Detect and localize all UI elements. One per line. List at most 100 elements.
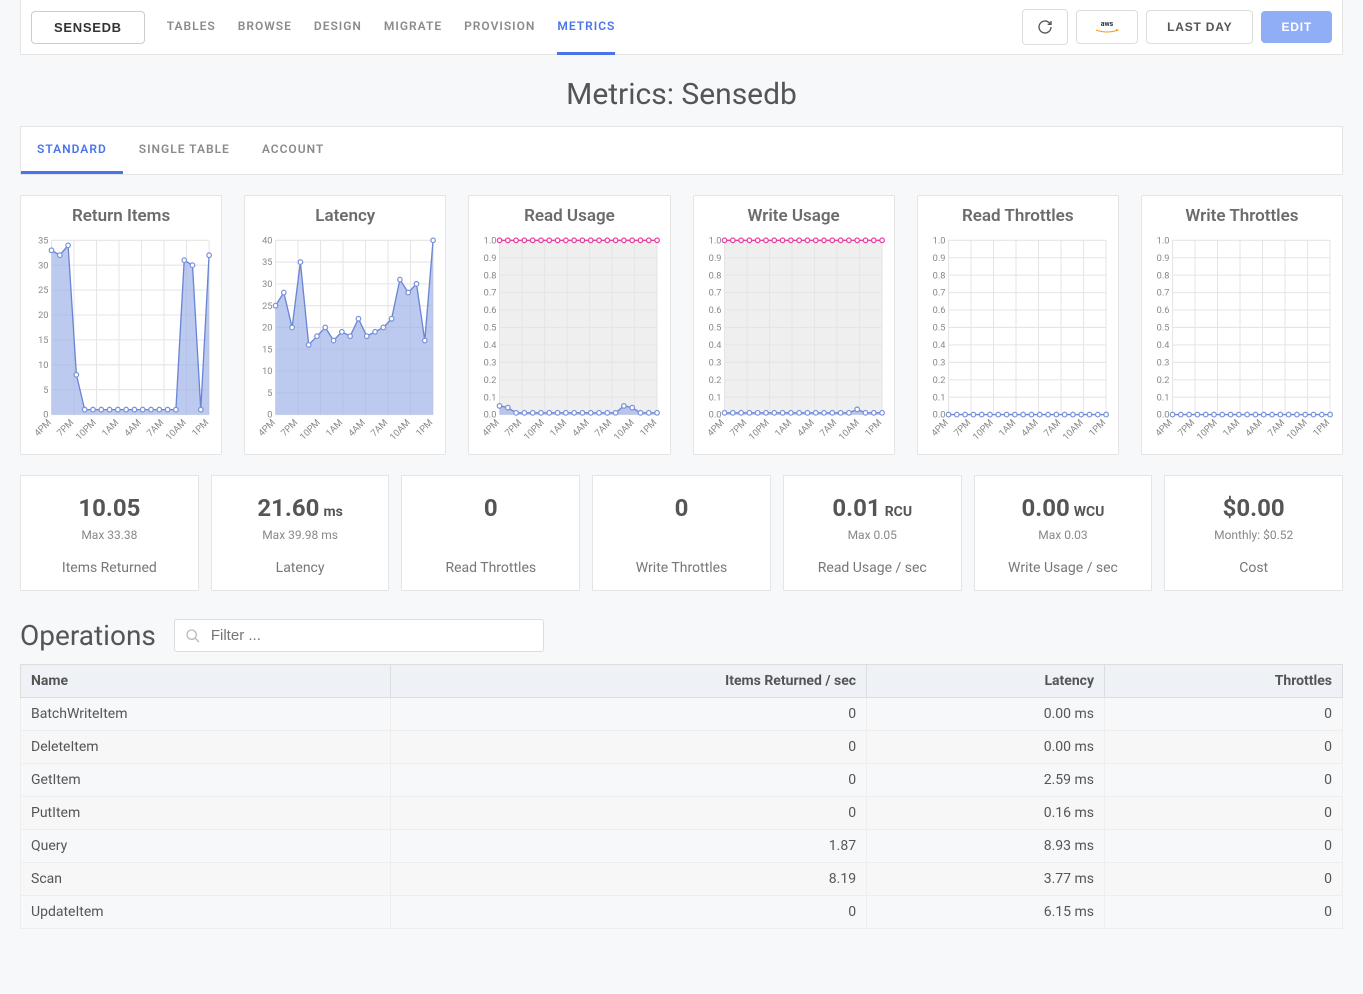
table-cell: Scan: [21, 863, 391, 896]
operations-heading: Operations: [20, 619, 156, 652]
stat-label: Write Usage / sec: [981, 560, 1146, 576]
svg-text:0.9: 0.9: [1157, 253, 1170, 264]
svg-text:0.9: 0.9: [932, 253, 945, 264]
chart-title: Read Usage: [477, 206, 661, 226]
svg-text:1PM: 1PM: [1087, 417, 1108, 439]
svg-text:20: 20: [38, 310, 48, 321]
refresh-button[interactable]: [1022, 9, 1068, 45]
svg-text:aws: aws: [1101, 20, 1114, 28]
nav-link-metrics[interactable]: METRICS: [557, 0, 615, 55]
svg-text:1AM: 1AM: [548, 417, 569, 439]
svg-text:4AM: 4AM: [347, 417, 368, 439]
svg-text:1.0: 1.0: [932, 235, 945, 246]
tab-account[interactable]: ACCOUNT: [246, 127, 340, 174]
svg-text:0.1: 0.1: [484, 392, 497, 403]
charts-row: Return Items051015202530354PM7PM10PM1AM4…: [20, 195, 1343, 455]
chart-title: Write Usage: [702, 206, 886, 226]
table-cell: 8.19: [391, 863, 867, 896]
metrics-tabbar: STANDARDSINGLE TABLEACCOUNT: [20, 126, 1343, 175]
table-row[interactable]: GetItem02.59 ms0: [21, 764, 1343, 797]
table-row[interactable]: PutItem00.16 ms0: [21, 797, 1343, 830]
svg-text:10AM: 10AM: [612, 417, 637, 443]
svg-text:35: 35: [262, 257, 272, 268]
table-row[interactable]: UpdateItem06.15 ms0: [21, 896, 1343, 929]
svg-text:7AM: 7AM: [1042, 417, 1063, 439]
svg-text:10PM: 10PM: [971, 417, 996, 442]
svg-text:5: 5: [267, 388, 272, 399]
table-cell: 0.00 ms: [867, 698, 1105, 731]
svg-text:0.1: 0.1: [708, 392, 721, 403]
svg-text:10PM: 10PM: [522, 417, 547, 442]
stat-sub: Monthly: $0.52: [1171, 528, 1336, 542]
table-cell: PutItem: [21, 797, 391, 830]
svg-text:0.5: 0.5: [484, 322, 497, 333]
svg-text:1PM: 1PM: [638, 417, 659, 439]
stat-label: Cost: [1171, 560, 1336, 576]
nav-link-provision[interactable]: PROVISION: [464, 0, 535, 55]
topbar: SENSEDB TABLES BROWSE DESIGN MIGRATE PROVISI…: [20, 0, 1343, 55]
table-cell: 6.15 ms: [867, 896, 1105, 929]
chart-card-write-throttles: Write Throttles0.00.10.20.30.40.50.60.70…: [1141, 195, 1343, 455]
svg-text:0.9: 0.9: [484, 253, 497, 264]
table-cell: 0.16 ms: [867, 797, 1105, 830]
svg-text:0.5: 0.5: [932, 322, 945, 333]
svg-text:1AM: 1AM: [1221, 417, 1242, 439]
svg-text:15: 15: [38, 335, 48, 346]
ops-col-name[interactable]: Name: [21, 665, 391, 698]
timerange-button[interactable]: LAST DAY: [1146, 10, 1253, 44]
stat-value: 0.00: [1021, 494, 1069, 522]
chart-card-return-items: Return Items051015202530354PM7PM10PM1AM4…: [20, 195, 222, 455]
nav-link-migrate[interactable]: MIGRATE: [384, 0, 442, 55]
stat-unit: WCU: [1074, 504, 1105, 520]
chart-card-latency: Latency05101520253035404PM7PM10PM1AM4AM7…: [244, 195, 446, 455]
stat-card-read-throttles: 0 Read Throttles: [401, 475, 580, 591]
svg-text:25: 25: [262, 301, 272, 312]
table-row[interactable]: DeleteItem00.00 ms0: [21, 731, 1343, 764]
svg-text:0.3: 0.3: [1157, 357, 1170, 368]
table-cell: BatchWriteItem: [21, 698, 391, 731]
svg-text:0.4: 0.4: [484, 340, 498, 351]
operations-table: NameItems Returned / secLatencyThrottles…: [20, 664, 1343, 929]
nav-link-tables[interactable]: TABLES: [167, 0, 216, 55]
stat-sub: Max 0.05: [790, 528, 955, 542]
svg-text:10AM: 10AM: [1285, 417, 1310, 443]
stat-label: Latency: [218, 560, 383, 576]
svg-text:10PM: 10PM: [74, 417, 99, 442]
ops-col-throttles[interactable]: Throttles: [1105, 665, 1343, 698]
stat-sub: Max 39.98 ms: [218, 528, 383, 542]
operations-filter[interactable]: [174, 619, 544, 652]
table-row[interactable]: Scan8.193.77 ms0: [21, 863, 1343, 896]
table-row[interactable]: BatchWriteItem00.00 ms0: [21, 698, 1343, 731]
table-cell: 0: [391, 698, 867, 731]
table-cell: 0: [1105, 698, 1343, 731]
nav-link-browse[interactable]: BROWSE: [238, 0, 292, 55]
svg-text:0.4: 0.4: [1157, 340, 1171, 351]
svg-text:1AM: 1AM: [997, 417, 1018, 439]
svg-text:7PM: 7PM: [727, 417, 748, 439]
database-select-button[interactable]: SENSEDB: [31, 11, 145, 44]
stat-value: $0.00: [1223, 494, 1285, 522]
table-cell: 8.93 ms: [867, 830, 1105, 863]
svg-text:0.8: 0.8: [932, 270, 945, 281]
nav-link-design[interactable]: DESIGN: [314, 0, 362, 55]
tab-single-table[interactable]: SINGLE TABLE: [123, 127, 246, 174]
svg-text:40: 40: [262, 235, 272, 246]
chart-card-read-throttles: Read Throttles0.00.10.20.30.40.50.60.70.…: [917, 195, 1119, 455]
aws-button[interactable]: aws: [1076, 10, 1138, 44]
ops-col-items-returned-sec[interactable]: Items Returned / sec: [391, 665, 867, 698]
tab-standard[interactable]: STANDARD: [21, 127, 123, 174]
ops-col-latency[interactable]: Latency: [867, 665, 1105, 698]
stat-value: 21.60: [257, 494, 319, 522]
svg-text:1AM: 1AM: [772, 417, 793, 439]
svg-text:30: 30: [38, 260, 48, 271]
stat-label: Write Throttles: [599, 560, 764, 576]
svg-text:7AM: 7AM: [369, 417, 390, 439]
operations-filter-input[interactable]: [209, 626, 533, 645]
svg-text:20: 20: [262, 322, 272, 333]
nav-links: TABLES BROWSE DESIGN MIGRATE PROVISION METRIC…: [167, 0, 616, 55]
svg-text:0.2: 0.2: [708, 375, 721, 386]
stat-sub: Max 33.38: [27, 528, 192, 542]
edit-button[interactable]: EDIT: [1261, 11, 1332, 43]
stat-card-latency: 21.60msMax 39.98 msLatency: [211, 475, 390, 591]
table-row[interactable]: Query1.878.93 ms0: [21, 830, 1343, 863]
